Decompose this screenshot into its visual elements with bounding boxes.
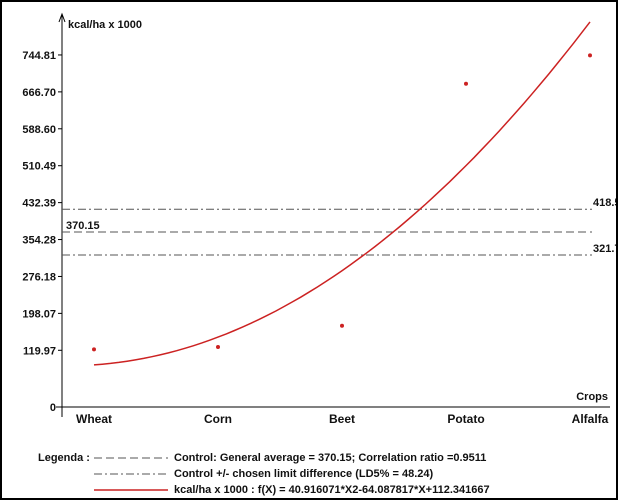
regression-curve bbox=[93, 21, 591, 366]
x-category-label: Beet bbox=[329, 412, 355, 426]
reference-line-label: 418.5 bbox=[593, 197, 616, 209]
legend-swatch-dash bbox=[94, 457, 168, 459]
y-tick-label: 0 bbox=[50, 402, 56, 414]
y-tick-label: 588.60 bbox=[22, 124, 56, 136]
y-tick-label: 119.97 bbox=[23, 345, 56, 357]
legend-text-limit: Control +/- chosen limit difference (LD5… bbox=[174, 468, 434, 480]
data-point bbox=[216, 344, 220, 349]
y-tick-label: 744.81 bbox=[22, 50, 56, 62]
legend-entry-limit: Control +/- chosen limit difference (LD5… bbox=[94, 466, 433, 482]
data-point bbox=[464, 81, 468, 86]
legend-title: Legenda : bbox=[38, 452, 90, 464]
data-point bbox=[340, 323, 344, 328]
legend-entry-curve: kcal/ha x 1000 : f(X) = 40.916071*X2-64.… bbox=[94, 482, 490, 498]
legend-text-average: Control: General average = 370.15; Corre… bbox=[174, 452, 487, 464]
x-category-label: Wheat bbox=[76, 412, 112, 426]
x-axis-title: Crops bbox=[576, 391, 608, 403]
x-category-label: Alfalfa bbox=[572, 412, 609, 426]
y-axis-title: kcal/ha x 1000 bbox=[68, 19, 142, 31]
plot-area: kcal/ha x 1000 Crops 0 119.97 198.07 276.18 35… bbox=[22, 12, 616, 426]
reference-line-label: 370.15 bbox=[66, 220, 100, 232]
y-tick-label: 666.70 bbox=[22, 87, 56, 99]
legend-entry-average: Control: General average = 370.15; Corre… bbox=[94, 450, 486, 466]
legend-swatch-solid bbox=[94, 489, 168, 491]
legend: Legenda : Control: General average = 370… bbox=[38, 446, 608, 496]
x-category-label: Corn bbox=[204, 412, 232, 426]
reference-line-label: 321.7 bbox=[593, 243, 616, 255]
legend-swatch-dash-dot bbox=[94, 473, 168, 475]
y-tick-label: 510.49 bbox=[22, 161, 56, 173]
y-axis-arrow bbox=[58, 12, 66, 23]
data-point bbox=[92, 347, 96, 352]
y-tick-label: 198.07 bbox=[22, 308, 56, 320]
legend-text-curve: kcal/ha x 1000 : f(X) = 40.916071*X2-64.… bbox=[174, 484, 490, 496]
y-tick-label: 432.39 bbox=[22, 198, 56, 210]
data-point bbox=[588, 53, 592, 58]
y-tick-label: 276.18 bbox=[22, 271, 56, 283]
x-category-label: Potato bbox=[447, 412, 484, 426]
y-tick-label: 354.28 bbox=[22, 235, 56, 247]
